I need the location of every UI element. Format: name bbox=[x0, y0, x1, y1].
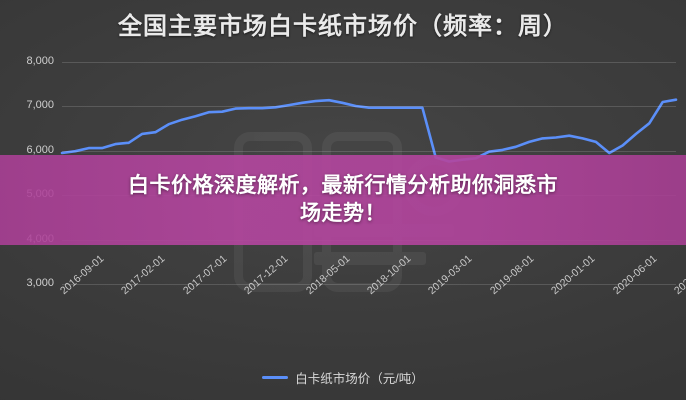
headline-text: 白卡价格深度解析，最新行情分析助你洞悉市 场走势！ bbox=[33, 172, 653, 228]
headline-line-2: 场走势！ bbox=[300, 202, 386, 225]
headline-banner: 白卡价格深度解析，最新行情分析助你洞悉市 场走势！ bbox=[0, 155, 686, 245]
line-series bbox=[60, 98, 678, 163]
legend-swatch-icon bbox=[262, 376, 289, 379]
gridline bbox=[62, 62, 676, 63]
legend-label: 白卡纸市场价（元/吨） bbox=[295, 372, 424, 386]
gridline bbox=[62, 284, 676, 285]
chart-legend: 白卡纸市场价（元/吨） bbox=[0, 368, 686, 387]
y-axis-tick-label: 3,000 bbox=[26, 277, 54, 289]
gridline bbox=[62, 106, 676, 108]
y-axis-tick-label: 7,000 bbox=[26, 99, 54, 112]
y-axis-tick-label: 8,000 bbox=[26, 55, 54, 67]
headline-line-1: 白卡价格深度解析，最新行情分析助你洞悉市 bbox=[128, 173, 558, 197]
y-axis-tick-label: 6,000 bbox=[26, 143, 54, 156]
gridline bbox=[62, 150, 676, 152]
x-axis-labels: 2016-09-01 2017-02-01 2017-07-01 2017-12-01… bbox=[0, 253, 686, 348]
chart-title: 全国主要市场白卡纸市场价（频率：周） bbox=[118, 13, 568, 40]
